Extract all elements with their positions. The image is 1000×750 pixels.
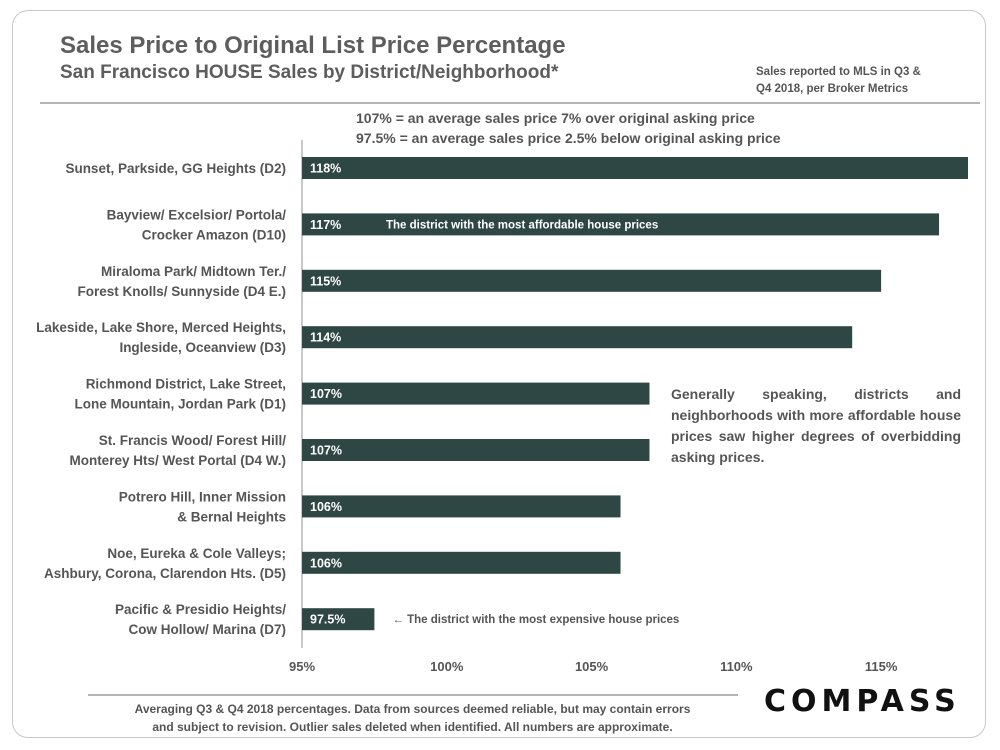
category-label: Lakeside, Lake Shore, Merced Heights,	[36, 320, 286, 335]
chart-title: Sales Price to Original List Price Perce…	[60, 32, 566, 59]
source-note-line-2: Q4 2018, per Broker Metrics	[756, 83, 909, 95]
category-label: Ingleside, Oceanview (D3)	[119, 340, 286, 355]
explanation-note-2: 97.5% = an average sales price 2.5% belo…	[356, 130, 781, 146]
bar-value-label: 107%	[310, 387, 342, 401]
bar	[302, 213, 940, 236]
bar-value-label: 107%	[310, 444, 342, 458]
footer-line-1: Averaging Q3 & Q4 2018 percentages. Data…	[134, 702, 691, 716]
category-label: Crocker Amazon (D10)	[142, 227, 286, 242]
source-note: Sales reported to MLS in Q3 & Q4 2018, p…	[756, 64, 956, 98]
category-label: Potrero Hill, Inner Mission	[119, 489, 286, 504]
category-label: & Bernal Heights	[177, 509, 286, 524]
category-label: St. Francis Wood/ Forest Hill/	[99, 433, 287, 448]
bar	[302, 495, 621, 518]
category-label: Lone Mountain, Jordan Park (D1)	[74, 397, 286, 412]
category-label: Noe, Eureka & Cole Valleys;	[107, 546, 286, 561]
category-label: Monterey Hts/ West Portal (D4 W.)	[69, 453, 286, 468]
bar-value-label: 118%	[310, 162, 341, 176]
chart-subtitle: San Francisco HOUSE Sales by District/Ne…	[60, 62, 559, 83]
bar	[302, 551, 621, 574]
category-label: Ashbury, Corona, Clarendon Hts. (D5)	[44, 566, 286, 581]
bar-value-label: 97.5%	[310, 613, 345, 627]
x-tick-label: 115%	[865, 659, 898, 674]
slide-frame	[12, 10, 986, 738]
bar	[302, 326, 853, 349]
bar	[302, 269, 882, 292]
bar-value-label: 106%	[310, 556, 342, 570]
category-label: Miraloma Park/ Midtown Ter./	[101, 264, 286, 279]
explanation-note-1: 107% = an average sales price 7% over or…	[356, 110, 755, 126]
compass-logo: COMPASS	[764, 684, 961, 719]
category-label: Forest Knolls/ Sunnyside (D4 E.)	[77, 284, 286, 299]
bar-value-label: 114%	[310, 331, 341, 345]
bar-value-label: 117%	[310, 218, 341, 232]
x-tick-label: 100%	[430, 659, 464, 674]
bar	[302, 157, 968, 179]
footer-divider	[88, 694, 738, 696]
category-label: Cow Hollow/ Marina (D7)	[128, 622, 286, 637]
category-label: Sunset, Parkside, GG Heights (D2)	[65, 161, 286, 176]
footer-disclaimer: Averaging Q3 & Q4 2018 percentages. Data…	[80, 700, 745, 736]
bar	[302, 382, 650, 405]
header-divider	[40, 102, 980, 104]
bar-value-label: 115%	[310, 274, 341, 288]
category-label: Richmond District, Lake Street,	[86, 377, 286, 392]
bar	[302, 439, 650, 461]
x-tick-label: 95%	[289, 659, 315, 674]
category-label: Bayview/ Excelsior/ Portola/	[107, 207, 287, 222]
bar-annotation: The district with the most affordable ho…	[386, 219, 658, 231]
footer-line-2: and subject to revision. Outlier sales d…	[152, 720, 673, 734]
bar	[302, 608, 375, 631]
x-tick-label: 110%	[720, 659, 753, 674]
category-label: Pacific & Presidio Heights/	[115, 602, 286, 617]
x-tick-label: 105%	[575, 659, 609, 674]
bar-annotation: ← The district with the most expensive h…	[392, 614, 679, 626]
bar-value-label: 106%	[310, 500, 342, 514]
commentary-text: Generally speaking, districts and neighb…	[671, 386, 961, 465]
source-note-line-1: Sales reported to MLS in Q3 &	[756, 66, 921, 78]
